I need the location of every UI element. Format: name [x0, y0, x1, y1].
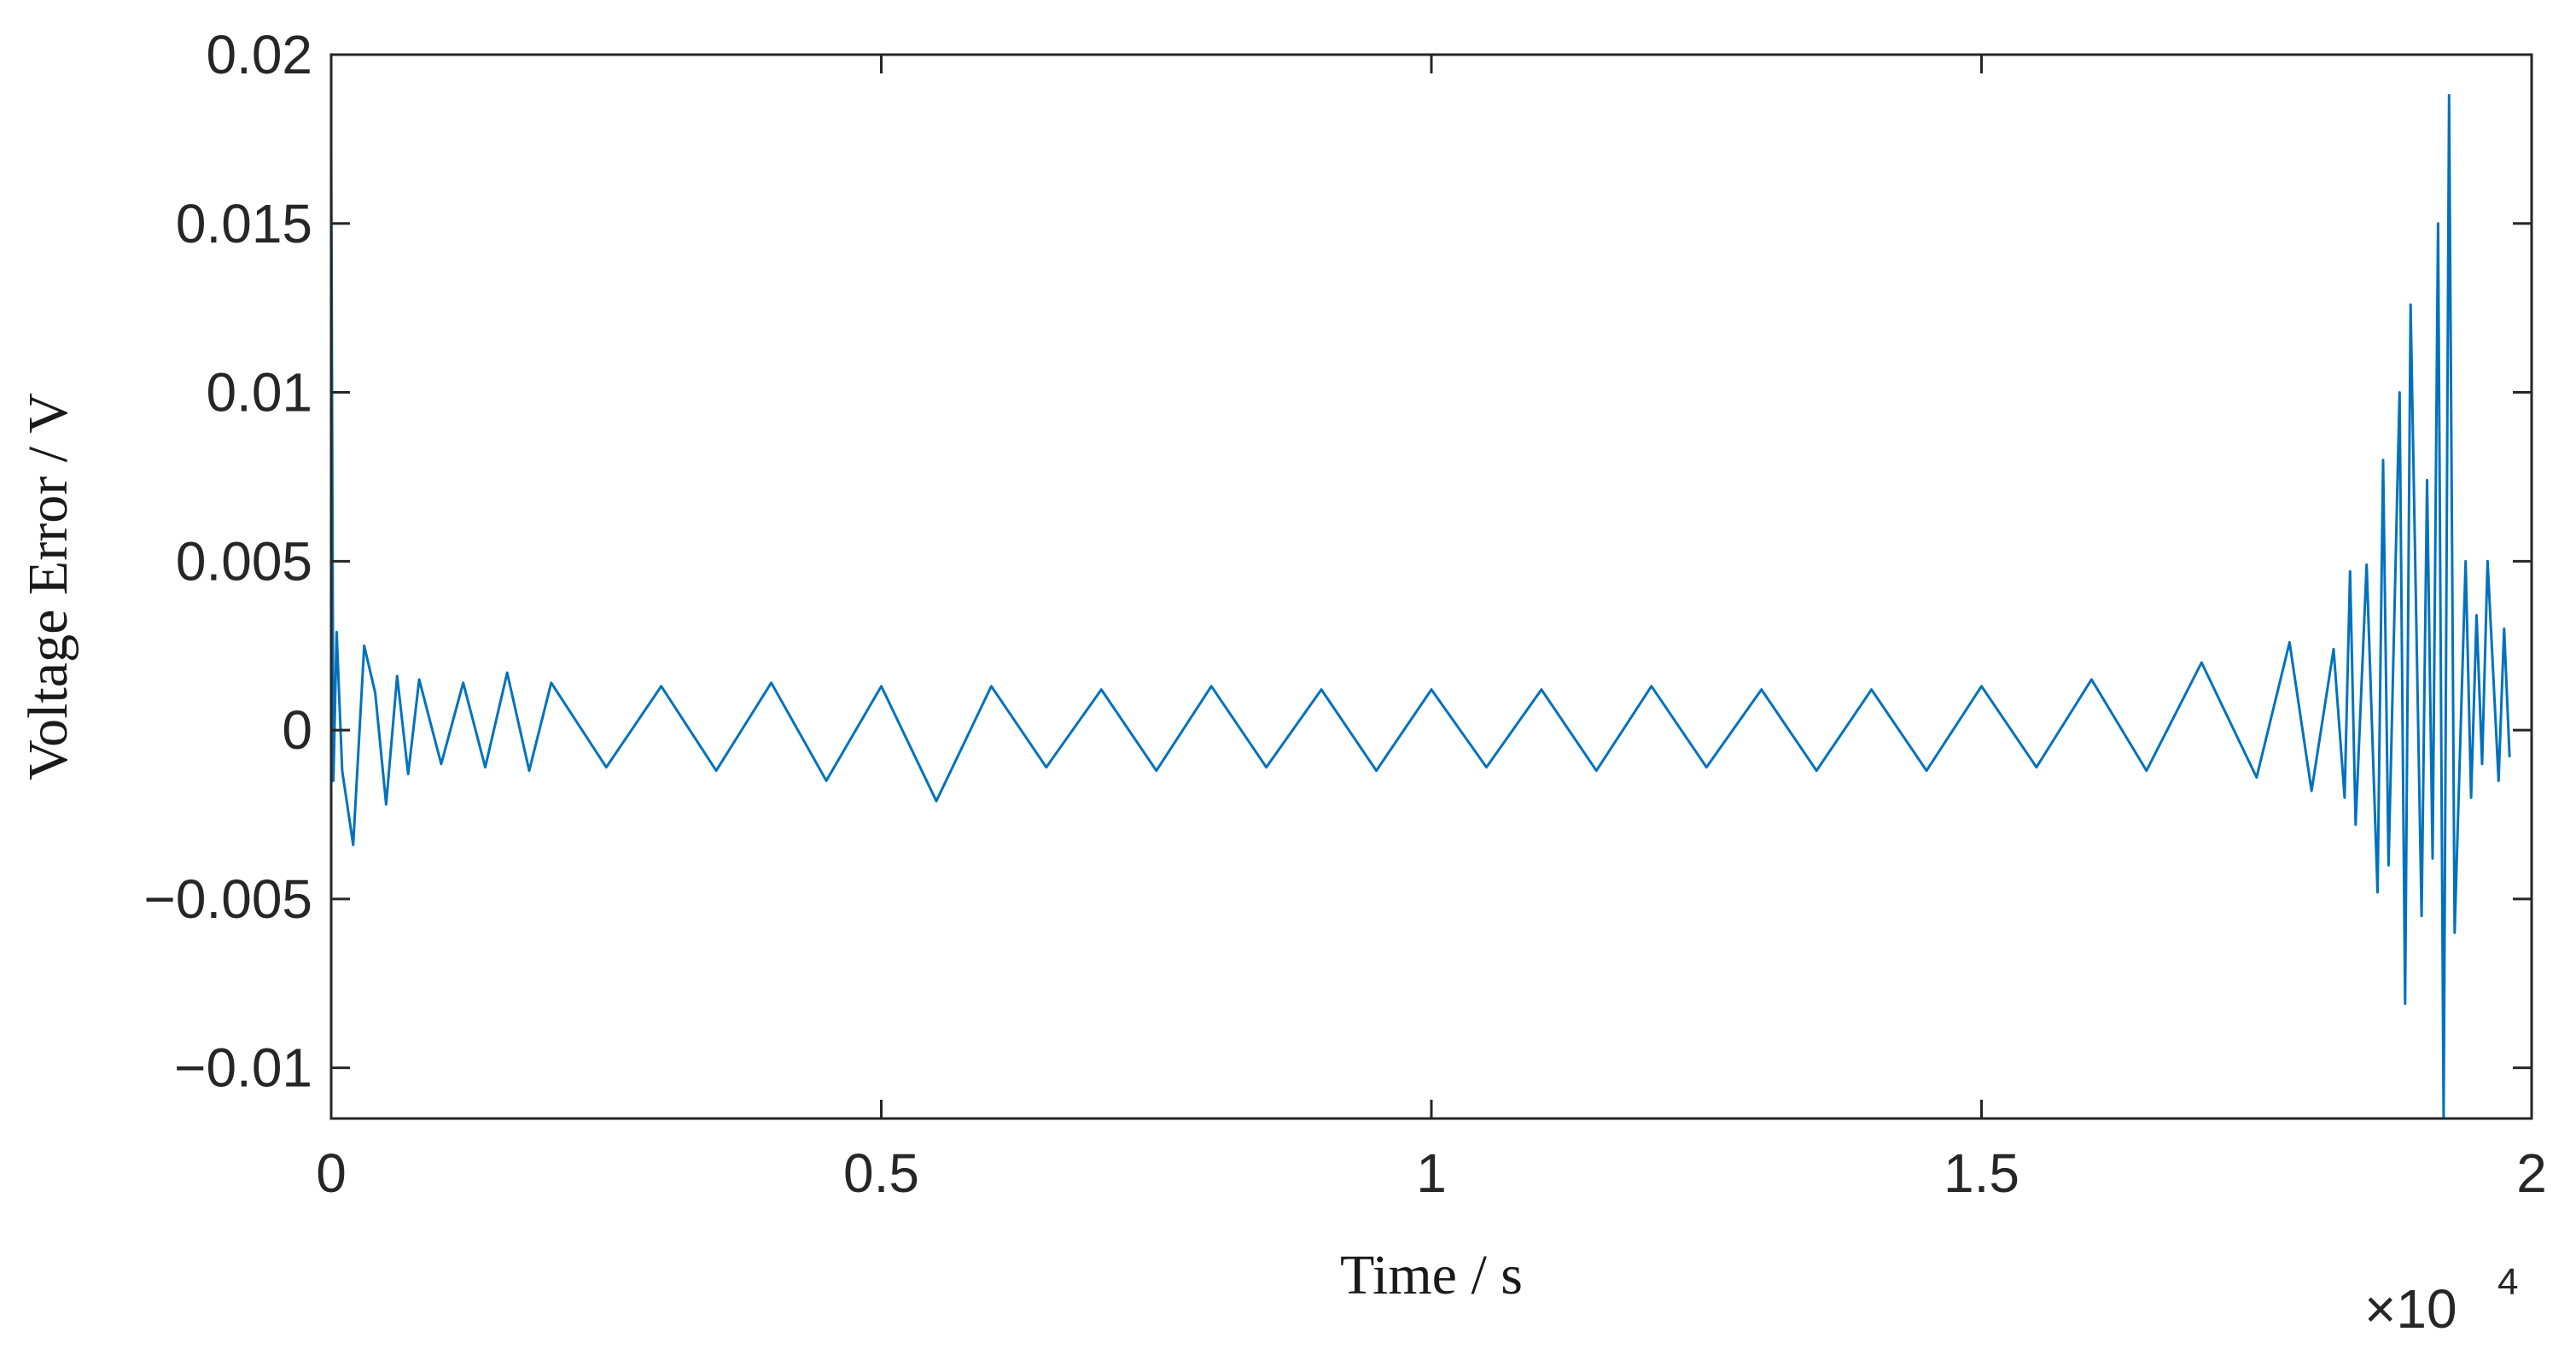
- y-axis-label: Voltage Error / V: [17, 393, 79, 780]
- tick-layer: 0 0.5 1 1.5 2 −0.01 −0.005 0 0.005 0.01 0.015 0.02: [143, 24, 2546, 1204]
- x-tick-label: 1: [1416, 1142, 1447, 1204]
- y-tick-label: 0.02: [206, 24, 312, 85]
- x-tick-label: 1.5: [1944, 1142, 2019, 1204]
- series-line-0: [329, 94, 2511, 1120]
- x-axis-label: Time / s: [1340, 1244, 1523, 1306]
- y-tick-label: 0.015: [176, 193, 312, 254]
- x-tick-label: 0.5: [843, 1142, 919, 1204]
- plot-area: [331, 55, 2532, 1119]
- y-tick-label: 0.005: [176, 530, 312, 592]
- y-tick-label: 0: [282, 699, 312, 761]
- x-tick-label: 0: [316, 1142, 347, 1204]
- x-exponent-base: ×10: [2364, 1278, 2457, 1340]
- y-tick-label: −0.01: [174, 1037, 312, 1099]
- x-exponent: ×10 4: [2364, 1261, 2518, 1340]
- x-exponent-power: 4: [2497, 1261, 2518, 1303]
- y-tick-label: 0.01: [206, 362, 312, 423]
- x-tick-label: 2: [2516, 1142, 2547, 1204]
- y-tick-label: −0.005: [143, 868, 312, 930]
- series-layer: [329, 94, 2511, 1120]
